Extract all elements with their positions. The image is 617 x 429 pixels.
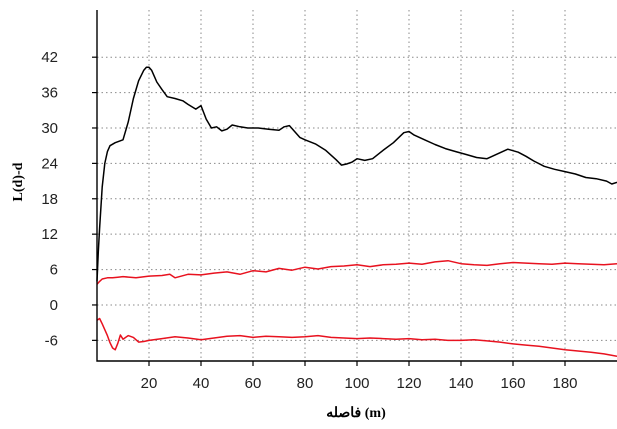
y-tick-label: 12	[41, 226, 58, 243]
x-axis-ticks: 20 40 60 80 100 120 140 160 180	[141, 361, 578, 392]
x-tick-label: 20	[141, 375, 158, 392]
plot-axes	[96, 10, 617, 362]
series-line-3	[96, 317, 617, 358]
y-tick-label: 24	[41, 155, 58, 172]
y-axis-ticks: -6 0 6 12 18 24 30 36 42	[41, 49, 97, 349]
y-tick-label: 0	[50, 297, 58, 314]
series-line-2	[96, 259, 617, 285]
x-tick-label: 180	[552, 375, 577, 392]
x-axis-title: فاصله (m)	[326, 406, 386, 421]
x-tick-label: 120	[396, 375, 421, 392]
x-tick-label: 80	[297, 375, 314, 392]
x-tick-label: 40	[193, 375, 210, 392]
y-tick-label: 36	[41, 85, 58, 102]
x-tick-label: 140	[448, 375, 473, 392]
y-tick-label: 42	[41, 49, 58, 66]
y-axis-title: L(d)-d	[11, 162, 26, 201]
series-line-1	[96, 66, 617, 282]
y-tick-label: 18	[41, 191, 58, 208]
gridlines	[97, 10, 617, 361]
series-lines	[96, 66, 617, 358]
x-tick-label: 60	[245, 375, 262, 392]
y-tick-label: 6	[50, 262, 58, 279]
x-tick-label: 100	[344, 375, 369, 392]
x-tick-label: 160	[500, 375, 525, 392]
y-tick-label: 30	[41, 120, 58, 137]
y-tick-label: -6	[45, 332, 58, 349]
